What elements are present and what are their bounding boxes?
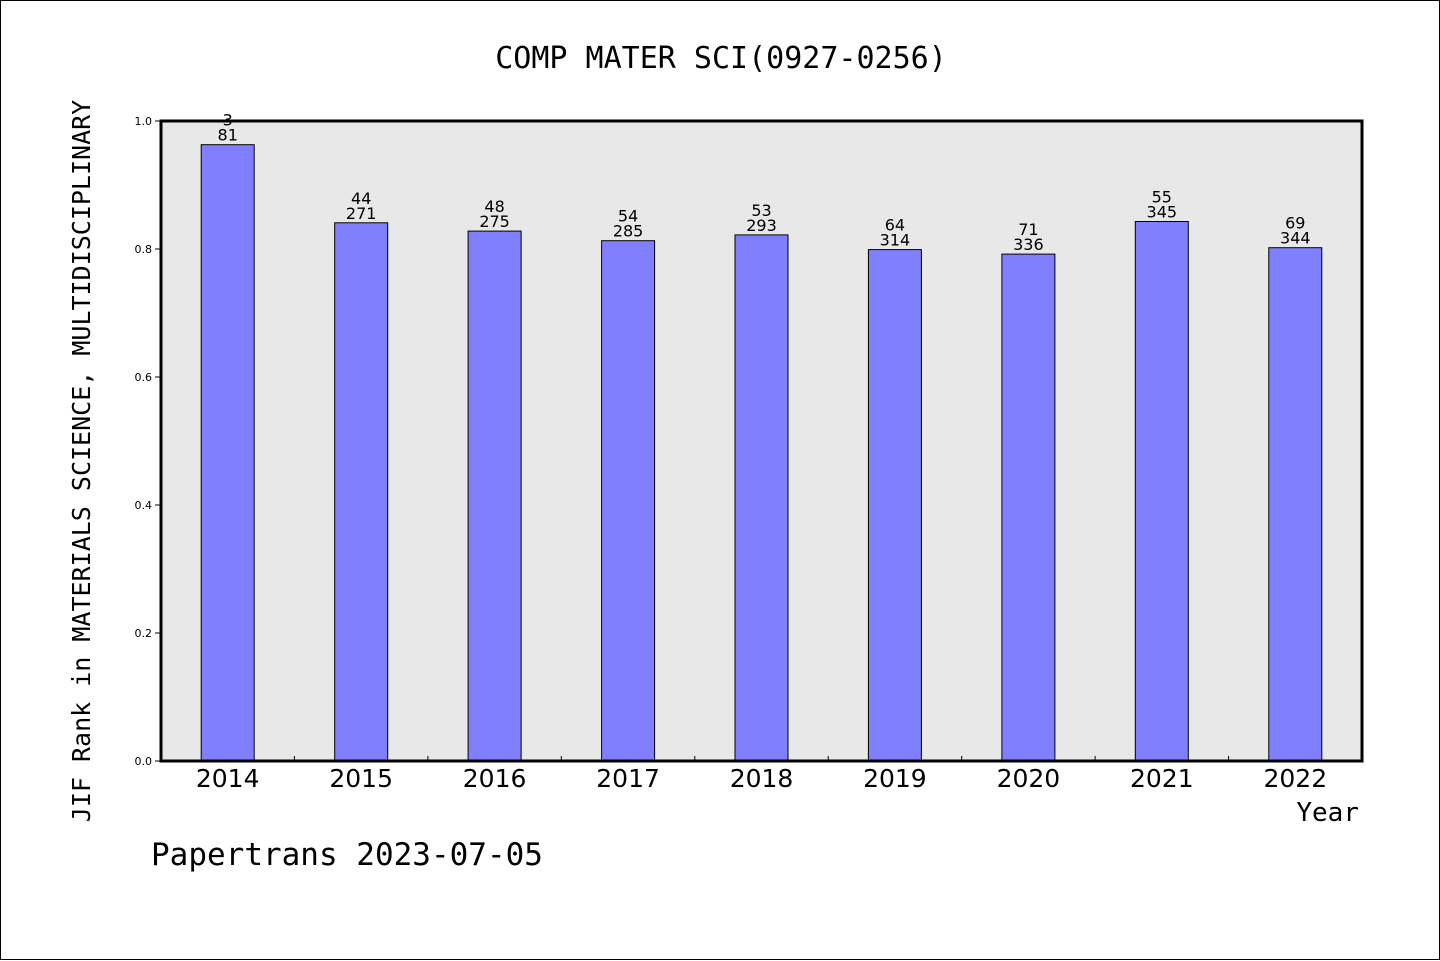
- rank-label-2016: 48: [484, 197, 504, 216]
- bar-2021: [1134, 221, 1189, 762]
- x-tick-label-2017: 2017: [596, 764, 660, 793]
- y-tick-label-2: 0.4: [135, 499, 153, 512]
- total-label-2020: 336: [1013, 235, 1044, 254]
- bar-2020: [1001, 253, 1056, 762]
- total-label-2018: 293: [746, 216, 777, 235]
- x-tick-label-2019: 2019: [863, 764, 927, 793]
- rank-label-2018: 53: [751, 201, 771, 220]
- y-tick-label-1: 0.2: [135, 627, 153, 640]
- y-tick-label-3: 0.6: [135, 371, 153, 384]
- x-axis-label: Year: [1296, 798, 1359, 828]
- bar-2014: [200, 144, 255, 762]
- footer-credit: Papertrans 2023-07-05: [151, 837, 543, 873]
- bar-2019: [867, 249, 922, 762]
- bar-2018: [734, 234, 789, 762]
- y-axis-label: JIF Rank in MATERIALS SCIENCE, MULTIDISC…: [67, 100, 96, 822]
- bar-2017: [601, 240, 656, 762]
- rank-label-2020: 71: [1018, 220, 1038, 239]
- total-label-2017: 285: [613, 222, 644, 241]
- total-label-2019: 314: [880, 231, 911, 250]
- total-label-2022: 344: [1280, 229, 1311, 248]
- chart-title: COMP MATER SCI(0927-0256): [495, 41, 947, 76]
- plot-border: [159, 119, 1364, 763]
- x-tick-label-2018: 2018: [730, 764, 794, 793]
- x-tick-label-2014: 2014: [196, 764, 260, 793]
- y-tick-label-0: 0.0: [135, 755, 153, 768]
- total-label-2016: 275: [479, 212, 510, 231]
- ticks-group: 2014 2015 2016 2017 2018 2019 2020 2021 2022 0.0 0…: [135, 115, 1328, 793]
- rank-label-2021: 55: [1152, 188, 1172, 207]
- rank-label-2019: 64: [885, 216, 905, 235]
- y-tick-label-5: 1.0: [135, 115, 153, 128]
- bar-2015: [334, 222, 389, 762]
- x-tick-label-2021: 2021: [1130, 764, 1194, 793]
- x-tick-label-2015: 2015: [329, 764, 393, 793]
- total-label-2015: 271: [346, 204, 377, 223]
- x-tick-label-2016: 2016: [463, 764, 527, 793]
- bar-2016: [467, 230, 522, 762]
- total-label-2014: 81: [218, 126, 238, 145]
- total-label-2021: 345: [1147, 203, 1178, 222]
- x-tick-label-2020: 2020: [997, 764, 1061, 793]
- rank-label-2022: 69: [1285, 214, 1305, 233]
- y-tick-label-4: 0.8: [135, 243, 153, 256]
- rank-label-2017: 54: [618, 207, 638, 226]
- x-tick-label-2022: 2022: [1263, 764, 1327, 793]
- rank-label-2015: 44: [351, 189, 371, 208]
- bar-2022: [1268, 247, 1323, 762]
